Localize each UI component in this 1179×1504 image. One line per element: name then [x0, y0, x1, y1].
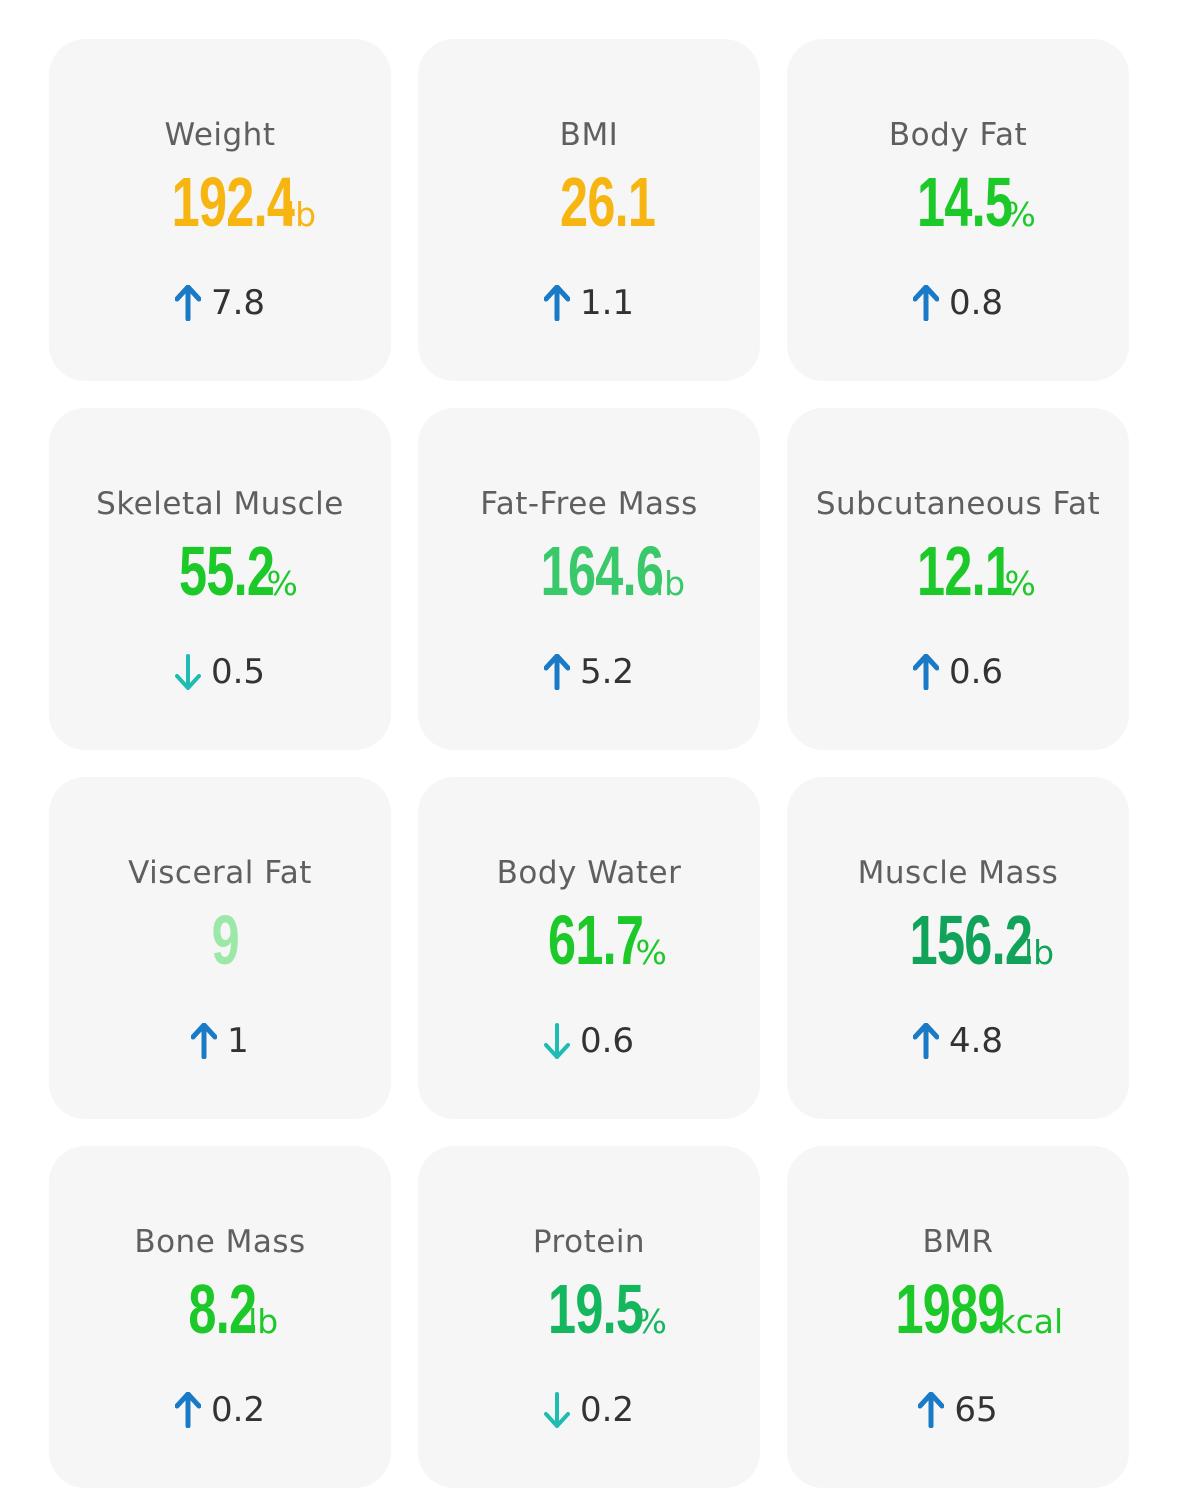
metric-value: 19.5 [548, 1270, 644, 1348]
metric-label: Body Fat [888, 117, 1028, 153]
arrow-up-icon [912, 1023, 939, 1059]
metric-value-line: 14.5% [787, 167, 1129, 237]
metric-label: Subcutaneous Fat [815, 486, 1101, 522]
metric-value-line: 156.2lb [787, 905, 1129, 975]
metric-unit: lb [248, 1302, 279, 1341]
metric-label: Bone Mass [134, 1224, 306, 1260]
metric-value-line: 8.2lb [49, 1274, 391, 1344]
metric-change: 1.1 [418, 283, 760, 323]
metric-value-line: 192.4lb [49, 167, 391, 237]
metric-delta: 0.2 [210, 1390, 266, 1430]
metric-change: 1 [49, 1021, 391, 1061]
metric-card-muscle-mass[interactable]: Muscle Mass 156.2lb 4.8 [787, 777, 1129, 1119]
metric-unit: lb [286, 195, 317, 234]
metric-delta: 1.1 [579, 283, 635, 323]
metric-value-line: 1989kcal [787, 1274, 1129, 1344]
metric-value-line: 19.5% [418, 1274, 760, 1344]
metric-card-bmr[interactable]: BMR 1989kcal 65 [787, 1146, 1129, 1488]
metric-card-bone-mass[interactable]: Bone Mass 8.2lb 0.2 [49, 1146, 391, 1488]
metric-delta: 0.6 [579, 1021, 635, 1061]
arrow-up-icon [191, 1023, 218, 1059]
metric-card-fat-free-mass[interactable]: Fat-Free Mass 164.6lb 5.2 [418, 408, 760, 750]
arrow-up-icon [912, 654, 939, 690]
metric-card-bmi[interactable]: BMI 26.1 1.1 [418, 39, 760, 381]
arrow-up-icon [174, 285, 201, 321]
metric-delta: 1 [227, 1021, 249, 1061]
metric-unit: % [635, 1302, 667, 1341]
metric-unit: % [1004, 564, 1036, 603]
metric-label: Visceral Fat [128, 855, 312, 891]
metric-delta: 7.8 [210, 283, 266, 323]
metric-change: 0.8 [787, 283, 1129, 323]
metric-card-weight[interactable]: Weight 192.4lb 7.8 [49, 39, 391, 381]
metric-change: 0.5 [49, 652, 391, 692]
metric-value: 164.6 [540, 532, 664, 610]
metric-change: 5.2 [418, 652, 760, 692]
arrow-up-icon [543, 654, 570, 690]
metric-label: BMR [922, 1224, 994, 1260]
metric-value: 9 [211, 901, 240, 979]
metric-value: 1989 [895, 1270, 1005, 1348]
metric-delta: 0.6 [948, 652, 1004, 692]
metric-delta: 0.8 [948, 283, 1004, 323]
metric-card-body-water[interactable]: Body Water 61.7% 0.6 [418, 777, 760, 1119]
arrow-up-icon [918, 1392, 945, 1428]
metric-delta: 65 [954, 1390, 998, 1430]
metric-label: BMI [559, 117, 619, 153]
metrics-grid: Weight 192.4lb 7.8 BMI 26.1 1.1 Body Fat 14.5% 0… [49, 39, 1129, 1488]
metric-label: Skeletal Muscle [96, 486, 344, 522]
metric-value: 156.2 [909, 901, 1033, 979]
metric-card-protein[interactable]: Protein 19.5% 0.2 [418, 1146, 760, 1488]
metric-card-skeletal-muscle[interactable]: Skeletal Muscle 55.2% 0.5 [49, 408, 391, 750]
metric-label: Weight [164, 117, 276, 153]
metric-card-subcutaneous-fat[interactable]: Subcutaneous Fat 12.1% 0.6 [787, 408, 1129, 750]
arrow-up-icon [912, 285, 939, 321]
metric-unit: % [635, 933, 667, 972]
metric-delta: 0.2 [579, 1390, 635, 1430]
metric-value: 8.2 [188, 1270, 257, 1348]
metric-unit: % [266, 564, 298, 603]
metric-label: Muscle Mass [857, 855, 1059, 891]
metric-value-line: 164.6lb [418, 536, 760, 606]
metric-change: 7.8 [49, 283, 391, 323]
metric-value-line: 9 [49, 905, 391, 975]
metric-change: 0.6 [787, 652, 1129, 692]
arrow-down-icon [543, 1023, 570, 1059]
metric-label: Protein [532, 1224, 646, 1260]
metric-card-visceral-fat[interactable]: Visceral Fat 9 1 [49, 777, 391, 1119]
metric-unit: % [1004, 195, 1036, 234]
metric-change: 65 [787, 1390, 1129, 1430]
metric-value: 26.1 [559, 163, 656, 241]
metric-delta: 4.8 [948, 1021, 1004, 1061]
metric-unit: kcal [996, 1302, 1064, 1341]
metric-value-line: 12.1% [787, 536, 1129, 606]
metric-change: 0.6 [418, 1021, 760, 1061]
metric-unit: lb [1024, 933, 1055, 972]
metric-value: 12.1 [917, 532, 1013, 610]
metric-change: 0.2 [49, 1390, 391, 1430]
metric-label: Fat-Free Mass [480, 486, 698, 522]
metric-value: 61.7 [548, 901, 644, 979]
metric-change: 4.8 [787, 1021, 1129, 1061]
arrow-down-icon [174, 654, 201, 690]
metric-value: 55.2 [179, 532, 275, 610]
metric-card-body-fat[interactable]: Body Fat 14.5% 0.8 [787, 39, 1129, 381]
metric-value: 14.5 [917, 163, 1013, 241]
metric-label: Body Water [496, 855, 682, 891]
metric-value: 192.4 [171, 163, 295, 241]
metric-delta: 0.5 [210, 652, 266, 692]
metric-value-line: 61.7% [418, 905, 760, 975]
arrow-down-icon [543, 1392, 570, 1428]
metric-change: 0.2 [418, 1390, 760, 1430]
metric-delta: 5.2 [579, 652, 635, 692]
metric-value-line: 55.2% [49, 536, 391, 606]
arrow-up-icon [174, 1392, 201, 1428]
metric-unit: lb [655, 564, 686, 603]
arrow-up-icon [543, 285, 570, 321]
metric-value-line: 26.1 [418, 167, 760, 237]
